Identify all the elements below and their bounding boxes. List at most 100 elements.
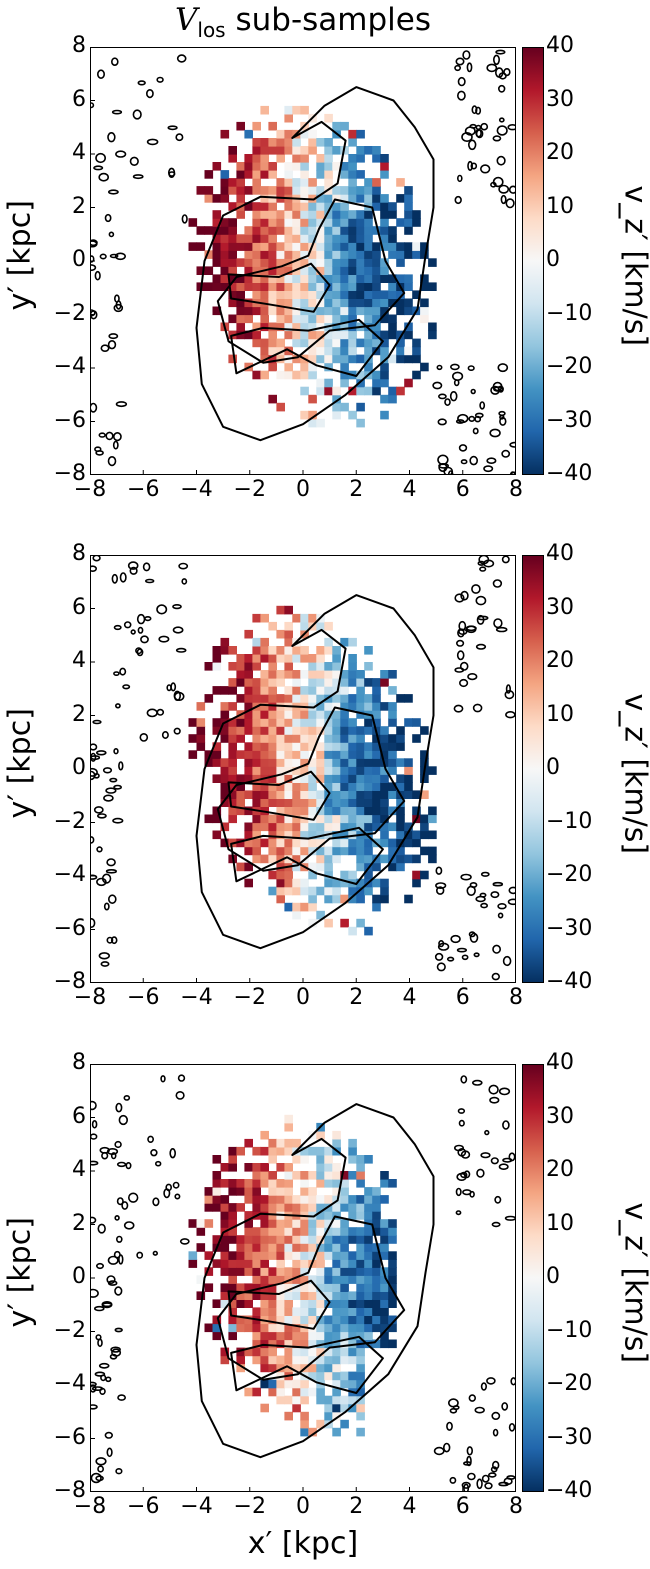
- noise-contour: [178, 562, 189, 570]
- heatmap-cell: [324, 1155, 333, 1164]
- heatmap-cell: [364, 718, 373, 727]
- heatmap-cell: [324, 637, 333, 647]
- heatmap-cell: [252, 1307, 261, 1316]
- heatmap-cell: [252, 266, 261, 275]
- heatmap-cell: [300, 290, 309, 299]
- heatmap-cell: [396, 742, 405, 751]
- heatmap-cell: [204, 1219, 214, 1228]
- heatmap-cell: [252, 1195, 261, 1204]
- heatmap-cell: [308, 686, 317, 695]
- heatmap-cell: [348, 1211, 357, 1220]
- noise-contour: [505, 684, 512, 694]
- noise-contour: [136, 1251, 144, 1259]
- heatmap-cell: [340, 338, 349, 348]
- heatmap-cell: [340, 370, 349, 380]
- heatmap-cell: [324, 862, 333, 872]
- heatmap-cell: [204, 1251, 214, 1260]
- noise-contour: [98, 172, 109, 182]
- heatmap-cell: [396, 758, 405, 767]
- heatmap-cell: [244, 1219, 253, 1228]
- heatmap-cell: [316, 338, 325, 348]
- heatmap-cell: [372, 734, 381, 743]
- heatmap-cell: [212, 218, 222, 227]
- heatmap-cell: [244, 306, 253, 316]
- heatmap-cell: [220, 258, 230, 267]
- noise-contour: [469, 455, 479, 466]
- heatmap-cell: [268, 742, 277, 751]
- heatmap-cell: [356, 798, 365, 807]
- colorbar-tick-label: −30: [546, 1424, 593, 1450]
- heatmap-cell: [348, 846, 357, 856]
- noise-contour: [496, 125, 508, 136]
- heatmap-cell: [388, 718, 397, 727]
- noise-contour: [90, 1472, 102, 1484]
- heatmap-cell: [236, 862, 245, 872]
- heatmap-cell: [340, 402, 349, 412]
- noise-contour: [501, 449, 511, 458]
- heatmap-cell: [332, 298, 341, 308]
- heatmap-cell: [220, 266, 230, 275]
- heatmap-cell: [340, 1315, 349, 1325]
- heatmap-cell: [316, 322, 325, 332]
- heatmap-cell: [268, 766, 277, 775]
- heatmap-cell: [332, 1275, 341, 1284]
- heatmap-cell: [276, 1187, 285, 1196]
- heatmap-cell: [268, 218, 277, 227]
- heatmap-cell: [380, 354, 389, 364]
- heatmap-cell: [396, 178, 405, 187]
- heatmap-cell: [308, 298, 317, 308]
- heatmap-cell: [308, 1347, 317, 1357]
- heatmap-cell: [356, 782, 365, 791]
- heatmap-cell: [292, 1339, 301, 1349]
- heatmap-cell: [284, 322, 293, 332]
- heatmap-cell: [340, 814, 349, 824]
- heatmap-cell: [276, 1243, 285, 1252]
- heatmap-cell: [244, 1211, 253, 1220]
- heatmap-cell: [268, 138, 277, 147]
- heatmap-cell: [252, 766, 261, 775]
- heatmap-cell: [324, 894, 333, 904]
- heatmap-cell: [228, 186, 237, 195]
- heatmap-cell: [364, 1267, 373, 1276]
- heatmap-cell: [308, 1307, 317, 1316]
- heatmap-cell: [252, 814, 261, 824]
- heatmap-cell: [356, 1275, 365, 1284]
- heatmap-cell: [364, 750, 373, 759]
- heatmap-cell: [372, 1299, 381, 1308]
- heatmap-cell: [324, 258, 333, 267]
- heatmap-cell: [356, 734, 365, 743]
- heatmap-cell: [292, 613, 301, 623]
- noise-contour: [470, 388, 476, 395]
- heatmap-cell: [388, 686, 397, 695]
- heatmap-cell: [364, 362, 373, 372]
- heatmap-cell: [388, 734, 397, 743]
- heatmap-cell: [292, 1347, 301, 1357]
- heatmap-cell: [308, 218, 317, 227]
- heatmap-cell: [340, 1403, 349, 1413]
- heatmap-cell: [356, 710, 365, 719]
- heatmap-cell: [316, 1227, 325, 1236]
- heatmap-cell: [356, 1427, 365, 1437]
- heatmap-cell: [340, 282, 349, 291]
- heatmap-cell: [356, 418, 365, 428]
- heatmap-cell: [316, 1146, 325, 1156]
- heatmap-cell: [284, 1235, 293, 1244]
- heatmap-cell: [332, 782, 341, 791]
- heatmap-cell: [292, 1331, 301, 1341]
- heatmap-cell: [340, 210, 349, 219]
- noise-contour: [471, 584, 481, 594]
- noise-contour: [476, 614, 485, 625]
- heatmap-cell: [284, 178, 293, 187]
- heatmap-cell: [196, 242, 206, 251]
- noise-contour: [507, 124, 516, 131]
- heatmap-cell: [220, 702, 230, 711]
- heatmap-cell: [284, 218, 293, 227]
- heatmap-cell: [308, 362, 317, 372]
- noise-contour: [97, 69, 106, 80]
- heatmap-cell: [292, 306, 301, 316]
- heatmap-cell: [316, 186, 325, 195]
- heatmap-cell: [308, 1146, 317, 1156]
- heatmap-cell: [252, 1235, 261, 1244]
- heatmap-cell: [268, 362, 277, 372]
- heatmap-cell: [380, 854, 389, 864]
